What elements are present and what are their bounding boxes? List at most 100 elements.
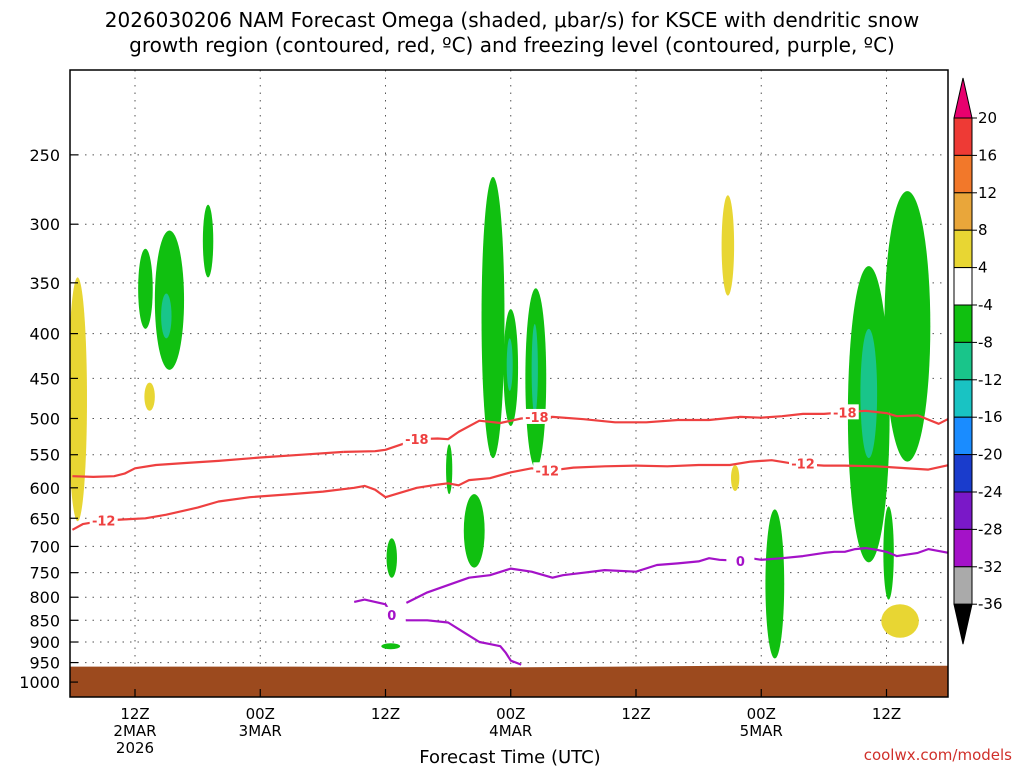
colorbar-box-1: [953, 154, 973, 194]
x-tick-label-24-0: 00Z: [246, 705, 275, 723]
omega-blob-10: [463, 494, 485, 568]
omega-blob-3: [730, 464, 740, 491]
contour-label-bg-0-0: [402, 431, 431, 447]
colorbar-box-10: [953, 491, 973, 530]
y-tick-label-250: 250: [29, 146, 60, 165]
y-tick-label-600: 600: [29, 479, 60, 498]
colorbar-label-12: -32: [978, 558, 1003, 576]
colorbar-box-11: [953, 528, 973, 568]
omega-blob-5: [138, 248, 153, 329]
contour-label-bg-2-1: [533, 462, 562, 478]
colorbar-bottom-arrow: [953, 603, 973, 645]
y-tick-label-650: 650: [29, 509, 60, 528]
contour-label-bg-3-0: [726, 552, 755, 568]
colorbar-box-0: [953, 117, 973, 156]
colorbar-box-12: [953, 566, 973, 605]
omega-blob-7: [202, 204, 214, 278]
x-tick-label-48-0: 00Z: [496, 705, 525, 723]
y-tick-label-900: 900: [29, 633, 60, 652]
colorbar-box-6: [953, 341, 973, 381]
omega-blob-21: [531, 323, 538, 415]
contour-label-0-0: -18: [405, 433, 429, 448]
colorbar-label-11: -28: [978, 520, 1003, 538]
omega-blob-22: [860, 328, 878, 459]
contour-label-2-0: -12: [92, 515, 116, 530]
terrain-surface: [70, 665, 948, 697]
omega-blob-1: [144, 382, 155, 411]
y-axis-ticks: 250 300 350 400 450 500 550 600 650 700 750 800 850 9…: [19, 146, 78, 692]
omega-blob-14: [381, 643, 401, 650]
plot-frame: [69, 69, 949, 698]
colorbar-box-3: [953, 229, 973, 269]
colorbar-box-9: [953, 454, 973, 493]
contour-0: [343, 409, 948, 453]
colorbar-box-5: [953, 304, 973, 343]
y-tick-label-800: 800: [29, 588, 60, 607]
colorbar-label-9: -20: [978, 446, 1003, 464]
contour-1: [72, 450, 344, 478]
colorbar-label-13: -36: [978, 595, 1003, 613]
colorbar-label-0: 20: [978, 109, 997, 127]
contour-label-4-0: 0: [387, 609, 396, 624]
y-tick-label-850: 850: [29, 611, 60, 630]
contour-label-0-1: -18: [525, 411, 549, 426]
omega-blob-18: [884, 191, 931, 462]
x-tick-label-12-0: 12Z: [120, 705, 149, 723]
colorbar-box-4: [953, 267, 973, 306]
y-tick-label-450: 450: [29, 369, 60, 388]
contour-4: [353, 598, 522, 666]
x-tick-label-48-1: 4MAR: [489, 722, 532, 740]
x-tick-label-72-0: 00Z: [747, 705, 776, 723]
colorbar-label-1: 16: [978, 146, 997, 164]
y-tick-label-950: 950: [29, 654, 60, 673]
omega-blob-20: [506, 338, 513, 391]
omega-blob-0: [70, 277, 87, 522]
colorbar-label-7: -12: [978, 371, 1003, 389]
contour-label-2-2: -12: [791, 458, 815, 473]
contour-label-3-0: 0: [736, 555, 745, 570]
x-axis-label: Forecast Time (UTC): [419, 747, 600, 768]
contour-2: [71, 459, 948, 531]
colorbar-label-5: -4: [978, 296, 993, 314]
contour-label-bg-2-0: [89, 512, 118, 528]
omega-shading: [70, 177, 931, 659]
colorbar: 20 16 12 8 4 -4 -8 -12 -16 -20 -24 -28 -32 -36: [953, 77, 1003, 645]
x-tick-label-24-1: 3MAR: [239, 722, 282, 740]
contour-label-bg-0-2: [830, 404, 859, 420]
colorbar-top-arrow: [953, 77, 973, 119]
omega-blob-19: [161, 293, 172, 339]
omega-blob-15: [765, 509, 785, 659]
colorbar-label-2: 12: [978, 184, 997, 202]
y-tick-label-400: 400: [29, 325, 60, 344]
contour-lines: -18 -18 -18 -12 -12 -12 0 0: [71, 404, 948, 666]
contour-label-bg-2-2: [789, 455, 817, 471]
contour-label-0-2: -18: [833, 406, 857, 421]
chart-title-line-2: growth region (contoured, red, ºC) and f…: [129, 33, 895, 57]
y-tick-label-350: 350: [29, 274, 60, 293]
x-tick-label-36-0: 12Z: [371, 705, 400, 723]
contour-3: [405, 547, 948, 604]
omega-blob-9: [446, 444, 453, 495]
chart-title-line-1: 2026030206 NAM Forecast Omega (shaded, μ…: [105, 8, 919, 32]
contour-label-bg-0-1: [522, 408, 551, 424]
contour-label-bg-4-0: [377, 606, 406, 622]
y-tick-label-1000: 1000: [19, 673, 60, 692]
terrain-fill: [70, 665, 948, 697]
omega-blob-4: [881, 604, 919, 638]
credit-text[interactable]: coolwx.com/models: [864, 746, 1012, 764]
y-tick-label-550: 550: [29, 446, 60, 465]
x-tick-label-72-1: 5MAR: [740, 722, 783, 740]
omega-blob-2: [721, 195, 735, 296]
y-tick-label-500: 500: [29, 409, 60, 428]
x-tick-label-12-1: 2MAR: [113, 722, 156, 740]
colorbar-label-8: -16: [978, 408, 1003, 426]
colorbar-label-6: -8: [978, 333, 993, 351]
colorbar-label-4: 4: [978, 259, 988, 277]
x-tick-label-60-0: 12Z: [621, 705, 650, 723]
contour-label-2-1: -12: [536, 464, 560, 479]
x-tick-label-84-0: 12Z: [872, 705, 901, 723]
colorbar-label-10: -24: [978, 483, 1003, 501]
colorbar-box-2: [953, 192, 973, 231]
